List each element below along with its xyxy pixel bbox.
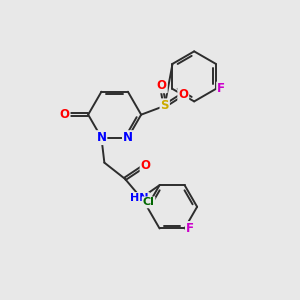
Text: S: S [160, 99, 169, 112]
Text: O: O [141, 159, 151, 172]
Text: HN: HN [130, 193, 149, 203]
Text: F: F [186, 222, 194, 235]
Text: N: N [96, 131, 106, 144]
Text: Cl: Cl [142, 197, 154, 207]
Text: O: O [178, 88, 188, 100]
Text: N: N [123, 131, 133, 144]
Text: F: F [217, 82, 225, 95]
Text: O: O [60, 108, 70, 121]
Text: O: O [157, 79, 167, 92]
